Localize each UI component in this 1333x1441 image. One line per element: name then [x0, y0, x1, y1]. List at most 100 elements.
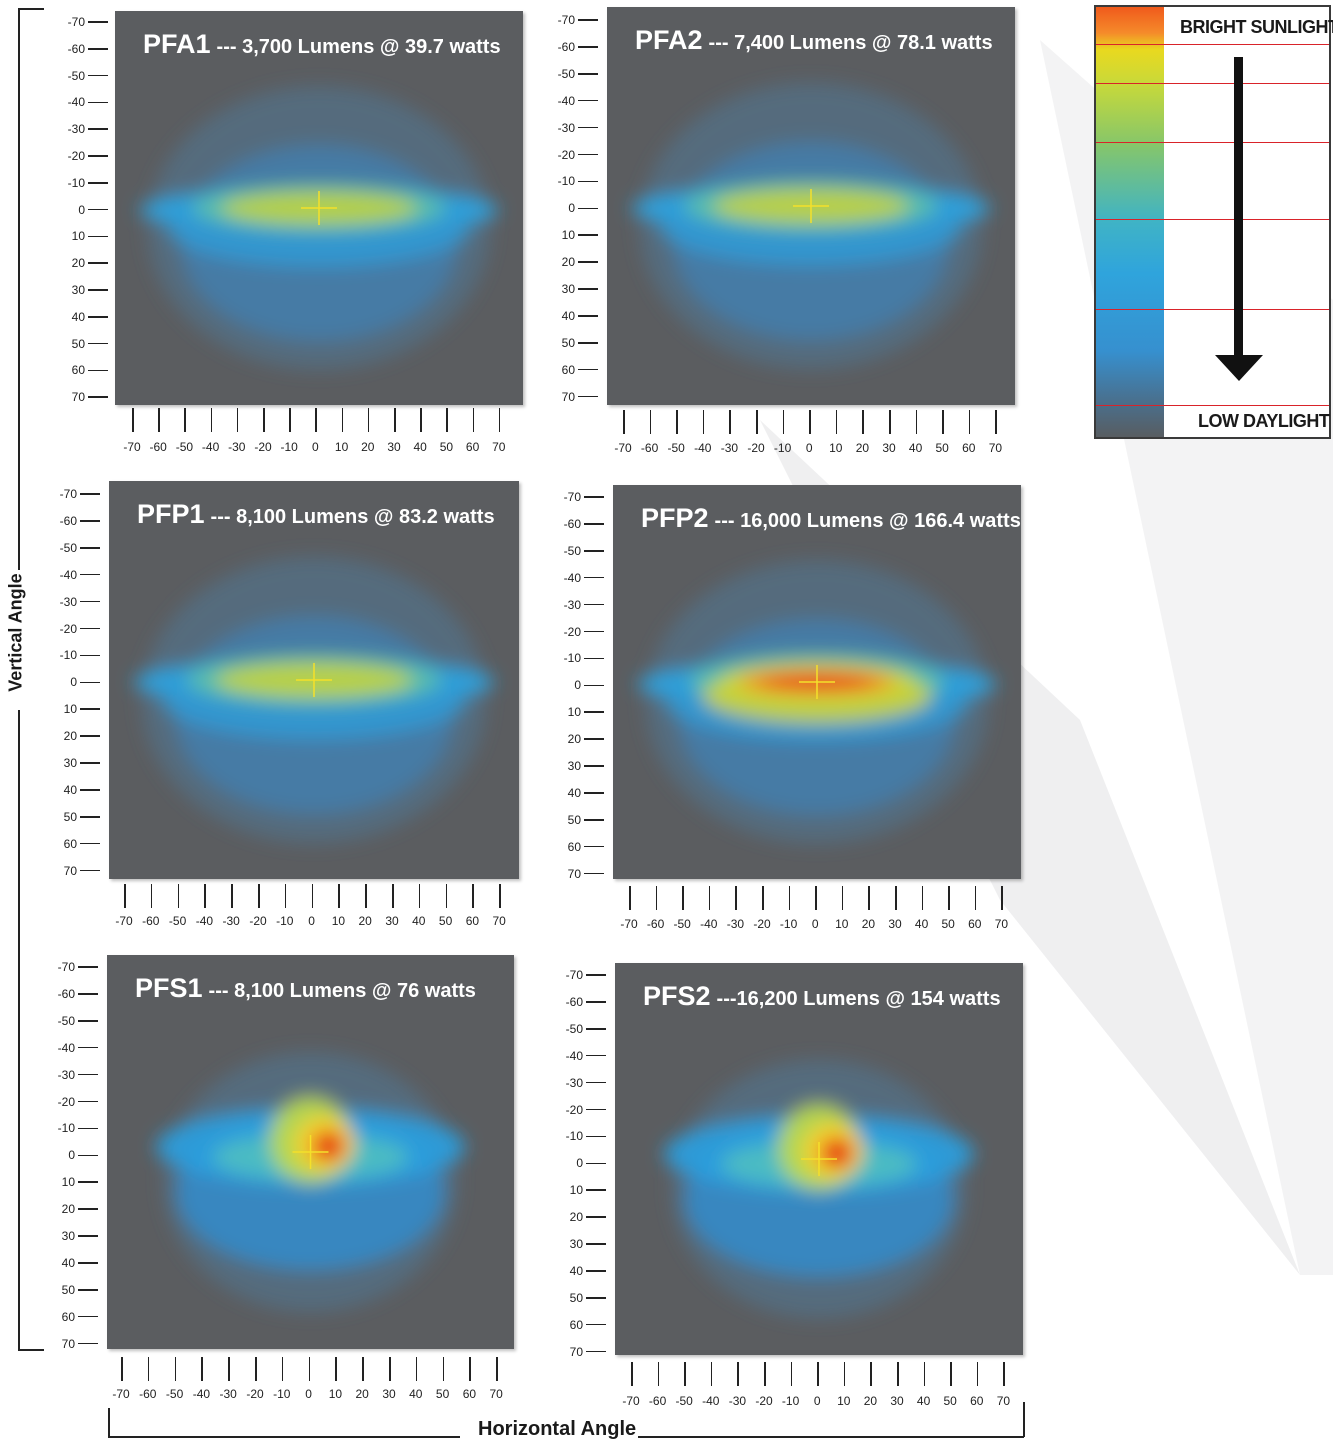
vertical-bracket-line — [18, 8, 20, 570]
legend-bottom-label: LOW DAYLIGHT — [1198, 411, 1330, 431]
horizontal-bracket-line — [638, 1436, 1024, 1438]
x-tick — [415, 1357, 418, 1381]
y-tick — [578, 99, 598, 102]
y-tick — [578, 73, 598, 75]
y-tick-label: -60 — [57, 986, 75, 1001]
panel-spec: --- 3,700 Lumens @ 39.7 watts — [216, 36, 501, 58]
y-tick-label: 0 — [70, 675, 77, 690]
y-tick — [586, 1001, 606, 1003]
x-tick-label: -70 — [614, 441, 632, 455]
x-tick — [737, 1362, 739, 1386]
x-tick-label: -60 — [139, 1387, 157, 1401]
y-tick — [586, 1108, 606, 1111]
legend-top-label: BRIGHT SUNLIGHT — [1180, 17, 1333, 37]
x-tick-label: -70 — [115, 914, 133, 928]
y-tick — [80, 493, 100, 495]
x-tick-label: -60 — [142, 914, 160, 928]
x-tick-label: 0 — [312, 440, 319, 454]
x-tick — [469, 1357, 471, 1381]
x-tick-label: -40 — [195, 914, 214, 928]
legend-line — [1096, 219, 1329, 220]
x-tick — [228, 1357, 230, 1381]
heatmap-plot: PFP1 --- 8,100 Lumens @ 83.2 watts — [109, 481, 519, 879]
x-tick — [1003, 1362, 1005, 1386]
legend-line — [1096, 142, 1329, 143]
y-tick — [578, 207, 598, 210]
x-tick-label: -40 — [201, 440, 220, 454]
y-tick-label: -70 — [57, 960, 75, 974]
x-tick-label: -10 — [773, 441, 792, 455]
panel-title: PFA1 --- 3,700 Lumens @ 39.7 watts — [143, 29, 501, 60]
y-tick — [80, 654, 100, 657]
x-tick-label: -50 — [175, 440, 194, 454]
y-tick-label: 20 — [71, 256, 85, 271]
x-tick — [284, 884, 287, 908]
y-tick — [80, 627, 100, 630]
x-tick — [315, 408, 317, 432]
x-tick-label: -50 — [168, 914, 187, 928]
panel-title: PFP2 --- 16,000 Lumens @ 166.4 watts — [641, 503, 1021, 534]
vertical-bracket-cap — [18, 8, 44, 10]
x-tick-label: 40 — [908, 441, 923, 455]
x-tick-label: 70 — [492, 440, 506, 454]
y-tick-label: 40 — [61, 1255, 75, 1270]
x-tick-label: -10 — [779, 917, 798, 931]
y-tick-label: -70 — [565, 968, 583, 982]
x-tick — [968, 410, 971, 434]
legend-arrow-down-icon — [1215, 355, 1263, 381]
x-tick-label: -30 — [219, 1387, 237, 1401]
y-tick-label: 70 — [63, 863, 77, 878]
x-tick — [338, 884, 340, 908]
y-tick — [78, 1208, 98, 1210]
x-tick-label: 50 — [439, 440, 454, 454]
y-tick-label: 60 — [63, 836, 77, 851]
x-tick — [499, 884, 501, 908]
y-tick-label: 10 — [567, 705, 581, 720]
x-tick — [682, 886, 684, 910]
y-tick-label: 30 — [567, 759, 581, 773]
y-tick — [586, 1189, 606, 1191]
y-tick-label: 30 — [569, 1237, 583, 1251]
x-tick — [121, 1357, 123, 1381]
y-tick — [584, 738, 604, 740]
y-tick-label: 70 — [567, 866, 581, 881]
x-tick — [496, 1357, 498, 1381]
panel-title: PFS1 --- 8,100 Lumens @ 76 watts — [135, 973, 476, 1004]
y-tick — [88, 182, 108, 184]
x-tick-label: 60 — [962, 441, 976, 455]
x-tick — [472, 408, 475, 432]
x-tick — [472, 884, 474, 908]
y-tick — [584, 819, 604, 821]
x-tick — [948, 886, 950, 910]
x-tick-label: -60 — [640, 441, 659, 455]
x-tick-label: -10 — [280, 440, 298, 454]
panel-model-name: PFA1 — [143, 29, 211, 59]
x-tick-label: -30 — [228, 440, 246, 454]
y-tick — [88, 74, 108, 77]
x-tick-label: 70 — [994, 917, 1009, 931]
x-tick — [950, 1362, 952, 1386]
y-tick — [578, 288, 598, 290]
x-tick — [365, 884, 367, 908]
y-tick — [78, 1127, 98, 1130]
y-tick-label: 40 — [569, 1263, 583, 1278]
y-tick — [578, 126, 598, 129]
panel-spec: ---16,200 Lumens @ 154 watts — [716, 988, 1001, 1010]
y-tick-label: -40 — [57, 1040, 75, 1055]
y-tick — [78, 966, 98, 968]
x-tick — [281, 1357, 284, 1381]
y-tick-label: 20 — [63, 729, 77, 744]
x-tick — [788, 886, 791, 910]
x-tick-label: -70 — [112, 1387, 130, 1401]
x-tick-label: -70 — [620, 917, 638, 931]
horizontal-bracket-line — [108, 1436, 460, 1438]
y-tick — [80, 842, 100, 845]
x-tick-label: -40 — [694, 441, 712, 455]
y-tick-label: 40 — [71, 309, 85, 324]
y-tick-label: -30 — [59, 594, 77, 609]
x-tick — [923, 1362, 926, 1386]
legend-line — [1096, 83, 1329, 84]
x-tick — [889, 410, 891, 434]
y-tick — [584, 792, 604, 794]
x-tick — [762, 886, 764, 910]
